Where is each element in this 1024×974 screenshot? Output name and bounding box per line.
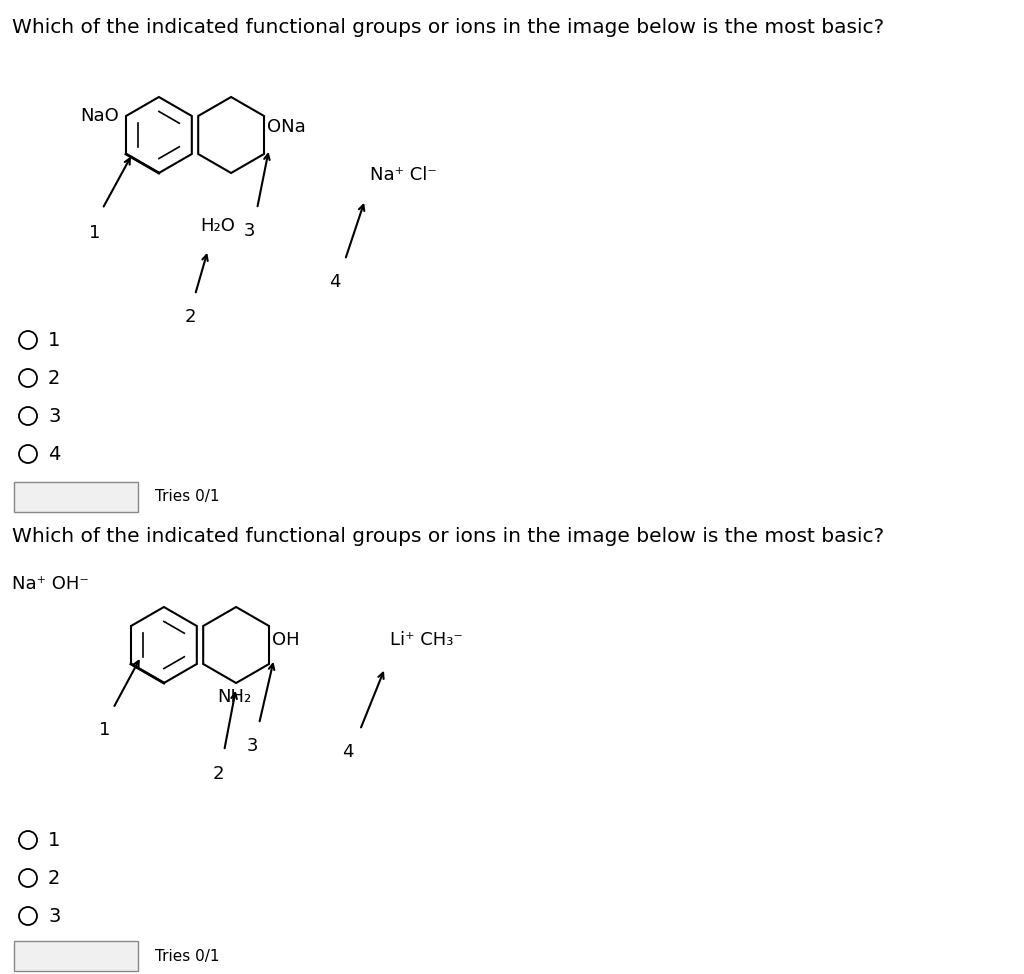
Text: H₂O: H₂O [200,217,234,235]
Text: 3: 3 [244,222,255,240]
Text: 1: 1 [48,831,60,849]
Text: Submit Answer: Submit Answer [18,490,134,505]
Text: 4: 4 [48,444,60,464]
Text: NH₂: NH₂ [217,688,251,706]
Text: Which of the indicated functional groups or ions in the image below is the most : Which of the indicated functional groups… [12,18,884,37]
Text: 1: 1 [48,330,60,350]
Text: Which of the indicated functional groups or ions in the image below is the most : Which of the indicated functional groups… [12,527,884,546]
Text: 4: 4 [48,945,60,963]
Text: 2: 2 [48,869,60,887]
Text: 3: 3 [48,907,60,925]
Text: 4: 4 [342,743,353,761]
Text: 3: 3 [48,406,60,426]
Text: 1: 1 [89,224,100,242]
Text: ONa: ONa [267,118,306,136]
Text: 3: 3 [246,737,258,755]
FancyBboxPatch shape [14,482,138,512]
Text: OH: OH [272,631,300,649]
Text: Submit Answer: Submit Answer [18,949,134,963]
Text: 4: 4 [330,273,341,291]
Text: Na⁺ OH⁻: Na⁺ OH⁻ [12,575,89,593]
FancyBboxPatch shape [14,941,138,971]
Text: Tries 0/1: Tries 0/1 [155,949,219,963]
Text: 2: 2 [48,368,60,388]
Text: 2: 2 [184,308,196,326]
Text: 2: 2 [212,765,224,783]
Text: NaO: NaO [80,107,119,125]
Text: Na⁺ Cl⁻: Na⁺ Cl⁻ [370,166,437,184]
Text: 1: 1 [99,722,111,739]
Text: Tries 0/1: Tries 0/1 [155,490,219,505]
Text: Li⁺ CH₃⁻: Li⁺ CH₃⁻ [390,631,463,649]
